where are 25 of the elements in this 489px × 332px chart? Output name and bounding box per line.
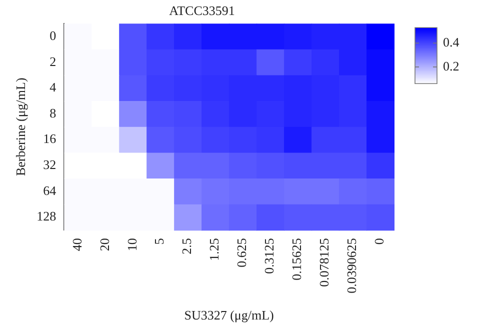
- x-tick-label: 10: [124, 238, 140, 252]
- x-tick-label: 0.15625: [289, 238, 304, 280]
- x-tick-label: 5: [152, 238, 167, 245]
- y-tick-label: 64: [43, 182, 57, 198]
- x-tick-label: 2.5: [179, 238, 194, 254]
- x-tick-label: 40: [69, 238, 84, 252]
- x-tick-label: 0.078125: [316, 238, 332, 287]
- color-bar-label: 0.2: [443, 58, 460, 74]
- x-tick-label: 0: [372, 238, 387, 245]
- y-tick-label: 2: [50, 54, 56, 69]
- x-tick-label: 0.0390625: [344, 238, 360, 294]
- y-tick-label: 0: [50, 28, 56, 43]
- x-tick-label: 0.625: [234, 238, 250, 268]
- chart-title: ATCC33591: [169, 3, 235, 18]
- x-axis-title: SU3327 (μg/mL): [184, 308, 274, 323]
- y-axis-title: Berberine (μg/mL): [13, 78, 28, 176]
- y-tick-label: 16: [43, 131, 57, 146]
- x-tick-label: 1.25: [206, 238, 222, 261]
- y-tick-label: 8: [50, 105, 56, 120]
- color-bar-label: 0.4: [443, 34, 460, 50]
- y-tick-label: 128: [36, 208, 56, 224]
- x-tick-label: 0.3125: [262, 238, 277, 274]
- x-tick-label: 20: [96, 238, 112, 252]
- y-tick-label: 32: [43, 157, 56, 172]
- y-tick-label: 4: [50, 80, 57, 95]
